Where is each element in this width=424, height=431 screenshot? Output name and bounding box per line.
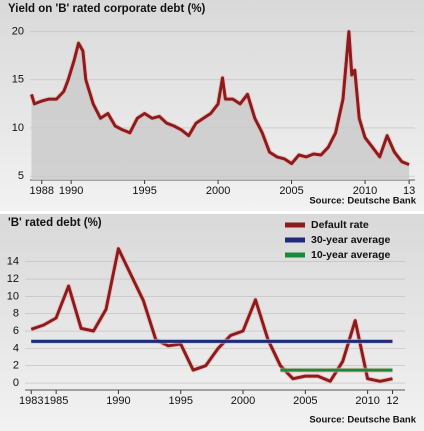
x-tick-label: 1990 [106, 395, 130, 407]
x-tick-label: 1988 [30, 185, 54, 197]
x-tick-label: 1990 [59, 185, 83, 197]
x-tick-label: 1995 [168, 395, 192, 407]
x-tick-label: 12 [386, 395, 398, 407]
x-tick-label: 1985 [44, 395, 68, 407]
y-tick-label: 0 [13, 377, 19, 389]
legend-label: 30-year average [311, 234, 391, 246]
y-tick-label: 8 [13, 308, 19, 320]
y-tick-label: 2 [13, 360, 19, 372]
source: Source: Deutsche Bank [309, 415, 416, 426]
y-tick-label: 5 [18, 170, 24, 182]
area [31, 31, 410, 180]
x-tick-label: 13 [403, 185, 415, 197]
x-tick-label: 2010 [355, 395, 379, 407]
x-tick-label: 2005 [293, 395, 317, 407]
line [30, 30, 410, 166]
y-tick-label: 14 [7, 256, 19, 268]
y-tick-label: 4 [13, 342, 19, 354]
source: Source: Deutsche Bank [309, 196, 416, 207]
x-tick-label: 2005 [279, 185, 303, 197]
x-tick-label: 1983 [19, 395, 43, 407]
y-tick-label: 6 [13, 325, 19, 337]
legend-label: Default rate [311, 219, 369, 231]
x-tick-label: 2010 [353, 185, 377, 197]
y-tick-label: 12 [7, 273, 19, 285]
y-tick-label: 10 [7, 290, 19, 302]
x-tick-label: 2000 [206, 185, 230, 197]
x-tick-label: 1995 [132, 185, 156, 197]
line [30, 247, 393, 383]
y-tick-label: 20 [12, 26, 24, 38]
x-tick-label: 2000 [231, 395, 255, 407]
y-tick-label: 15 [12, 74, 24, 86]
chart-title: 'B' rated debt (%) [8, 217, 102, 229]
legend-label: 10-year average [311, 249, 391, 261]
chart-title: Yield on 'B' rated corporate debt (%) [8, 3, 206, 15]
y-tick-label: 10 [12, 122, 24, 134]
